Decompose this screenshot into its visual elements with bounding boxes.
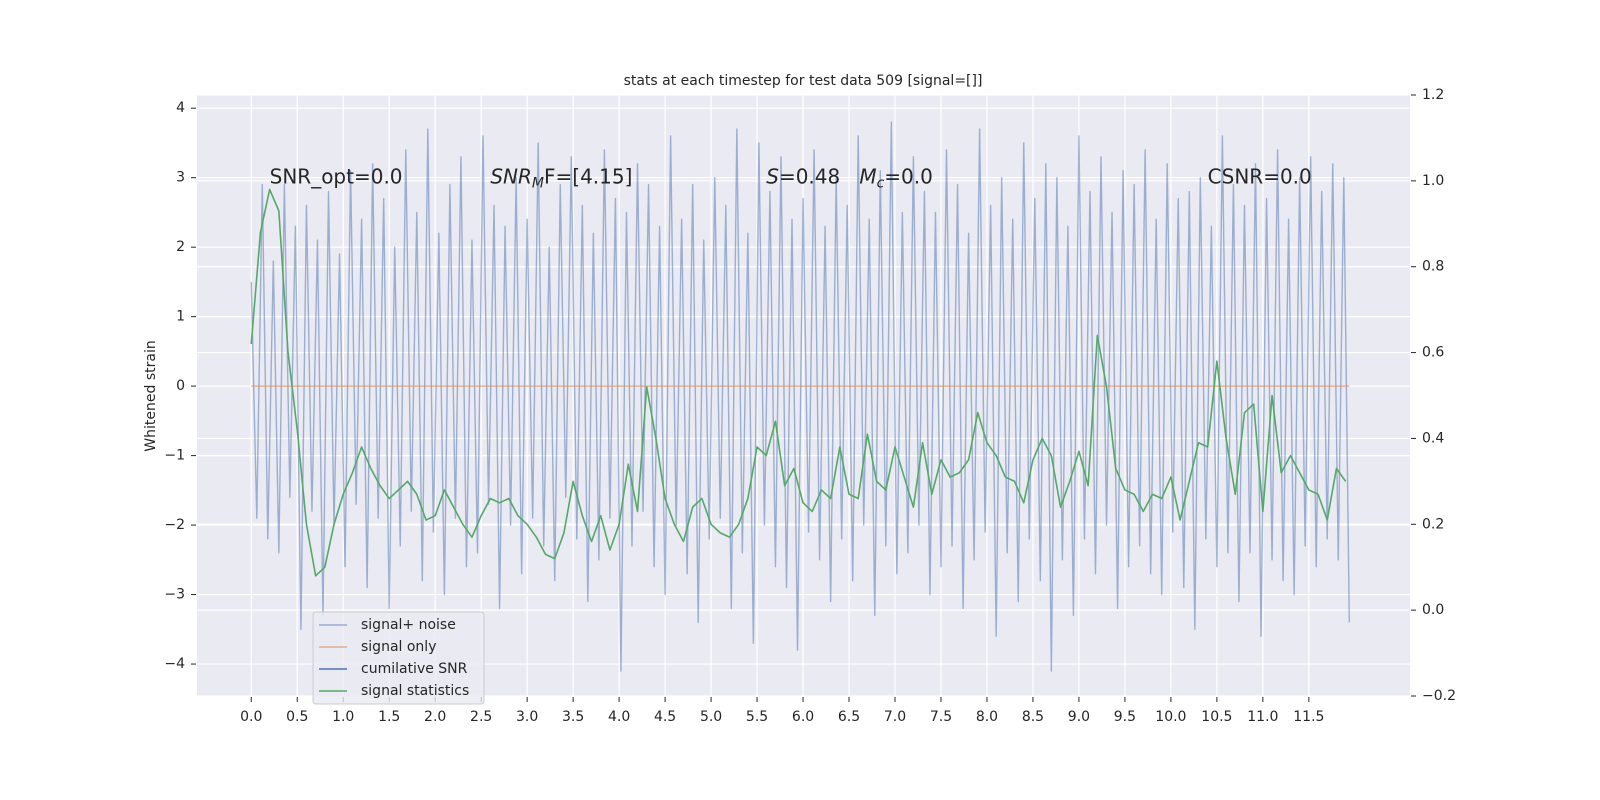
y2-tick-label: 0.6 xyxy=(1422,345,1444,361)
annotation: SNR_opt=0.0 xyxy=(270,164,403,188)
y-axis-label: Whitened strain xyxy=(143,340,159,451)
y-tick-label: 0 xyxy=(176,378,185,394)
y-tick-label: −4 xyxy=(164,656,185,672)
legend-label: cumilative SNR xyxy=(361,661,468,677)
annotation-part: =0.48 xyxy=(779,164,859,188)
x-tick-label: 3.0 xyxy=(516,709,538,725)
y2-tick-label: 1.0 xyxy=(1422,173,1444,189)
x-tick-label: 4.0 xyxy=(608,709,630,725)
legend-label: signal+ noise xyxy=(361,617,456,633)
y2-tick-label: −0.2 xyxy=(1422,688,1456,704)
y2-tick-label: 0.8 xyxy=(1422,259,1444,275)
y-tick-label: −1 xyxy=(164,448,185,464)
x-tick-label: 0.0 xyxy=(240,709,262,725)
y-tick-label: −2 xyxy=(164,517,185,533)
annotation-part: =0.0 xyxy=(884,164,933,188)
x-tick-label: 4.5 xyxy=(654,709,676,725)
x-tick-label: 10.5 xyxy=(1201,709,1232,725)
x-tick-label: 11.0 xyxy=(1247,709,1278,725)
x-tick-label: 8.5 xyxy=(1022,709,1044,725)
x-tick-label: 1.0 xyxy=(332,709,354,725)
annotation-part: SNR_opt=0.0 xyxy=(270,164,403,188)
x-tick-label: 2.5 xyxy=(470,709,492,725)
x-tick-label: 0.5 xyxy=(286,709,308,725)
y2-tick-label: 0.0 xyxy=(1422,602,1444,618)
x-tick-label: 6.0 xyxy=(792,709,814,725)
y-tick-label: 4 xyxy=(176,100,185,116)
y-tick-label: 3 xyxy=(176,170,185,186)
legend-box xyxy=(312,611,485,705)
y2-tick-label: 0.2 xyxy=(1422,516,1444,532)
annotation-part: SNR xyxy=(490,164,532,188)
annotation-part: M xyxy=(859,164,876,188)
annotation-part: M xyxy=(532,176,544,192)
x-tick-label: 5.0 xyxy=(700,709,722,725)
y2-tick-label: 1.2 xyxy=(1422,87,1444,103)
legend-label: signal only xyxy=(361,639,436,655)
x-tick-label: 8.0 xyxy=(976,709,998,725)
annotation-part: F=[4.15] xyxy=(544,164,632,188)
x-tick-label: 1.5 xyxy=(378,709,400,725)
legend-label: signal statistics xyxy=(361,683,469,699)
x-tick-label: 2.0 xyxy=(424,709,446,725)
x-tick-label: 7.0 xyxy=(884,709,906,725)
annotation: SNRMF=[4.15] xyxy=(490,164,632,192)
y-tick-label: −3 xyxy=(164,587,185,603)
x-tick-label: 6.5 xyxy=(838,709,860,725)
y2-tick-label: 0.4 xyxy=(1422,430,1444,446)
annotation: S=0.48 Mc=0.0 xyxy=(766,164,933,192)
x-tick-label: 9.0 xyxy=(1068,709,1090,725)
series-line xyxy=(250,188,1347,577)
x-tick-label: 3.5 xyxy=(562,709,584,725)
annotation-part: CSNR=0.0 xyxy=(1208,164,1312,188)
annotation-part: c xyxy=(877,176,885,192)
x-tick-label: 10.0 xyxy=(1155,709,1186,725)
annotation-part: S xyxy=(766,164,779,188)
y-tick-label: 2 xyxy=(176,239,185,255)
legend: signal+ noise signal only cumilative SNR si… xyxy=(312,611,485,705)
x-tick-label: 5.5 xyxy=(746,709,768,725)
annotation: CSNR=0.0 xyxy=(1208,164,1312,188)
y-tick-label: 1 xyxy=(176,309,185,325)
x-tick-label: 7.5 xyxy=(930,709,952,725)
x-tick-label: 9.5 xyxy=(1114,709,1136,725)
chart-title: stats at each timestep for test data 509… xyxy=(624,73,983,89)
series-line xyxy=(250,121,1350,672)
x-tick-label: 11.5 xyxy=(1293,709,1324,725)
